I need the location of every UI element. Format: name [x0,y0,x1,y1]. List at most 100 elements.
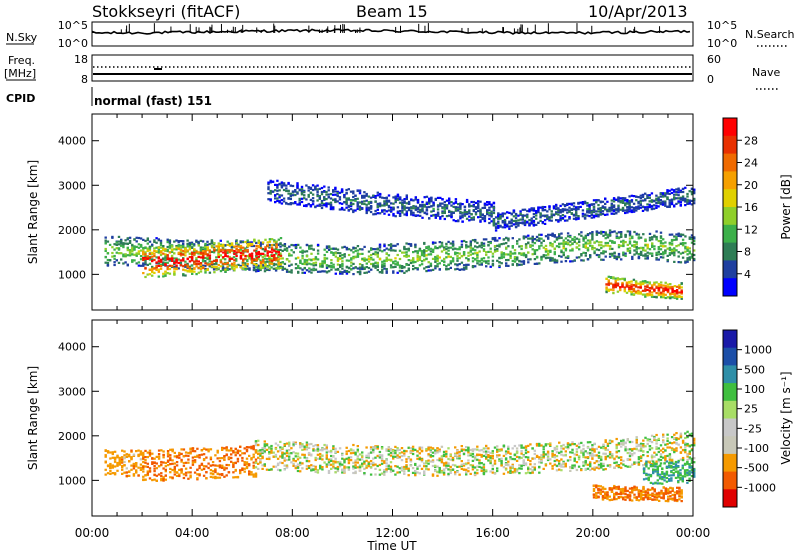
echo-cell [106,252,110,255]
echo-cell [340,188,344,191]
echo-cell [139,237,143,240]
echo-cell [239,254,243,257]
echo-cell [655,230,658,233]
echo-cell [372,265,375,268]
echo-cell [468,203,471,207]
noise-tick-left-bottom: 10^0 [58,37,88,50]
echo-cell [675,295,679,298]
echo-cell [500,255,503,258]
echo-cell [690,236,694,239]
echo-cell [367,257,371,261]
echo-cell [171,258,174,261]
echo-cell [628,249,632,252]
echo-cell [329,208,333,211]
echo-cell [642,233,645,236]
echo-cell [133,253,136,256]
echo-cell [398,249,402,252]
echo-cell [521,214,524,218]
echo-cell [392,214,395,217]
echo-cell [365,211,368,215]
echo-cell [170,254,174,257]
echo-cell [688,247,691,250]
echo-cell [648,196,651,199]
echo-cell [151,457,154,460]
echo-cell [221,266,225,270]
echo-cell [274,455,278,458]
echo-cell [390,206,393,209]
echo-cell [675,249,678,252]
echo-cell [155,250,158,253]
echo-cell [173,451,176,454]
echo-cell [175,471,179,474]
echo-cell [137,454,140,457]
echo-cell [303,250,306,253]
echo-cell [179,249,183,252]
echo-cell [517,214,520,217]
echo-cell [356,254,360,257]
echo-cell [294,189,297,192]
echo-cell [197,260,200,263]
echo-cell [126,242,129,245]
echo-cell [512,211,516,214]
echo-cell [292,443,295,446]
echo-cell [285,454,289,458]
echo-cell [285,449,289,452]
echo-cell [268,250,272,253]
echo-cell [604,206,607,209]
echo-cell [182,273,185,276]
echo-cell [246,255,249,258]
echo-cell [550,219,553,222]
echo-cell [436,205,440,208]
echo-cell [131,260,134,263]
echo-cell [345,191,348,194]
echo-cell [423,196,426,199]
echo-cell [626,202,629,205]
echo-cell [460,240,464,243]
echo-cell [217,267,220,270]
echo-cell [659,236,663,240]
echo-cell [226,243,229,246]
echo-cell [199,251,203,254]
echo-cell [290,243,293,247]
echo-cell [624,254,627,257]
echo-cell [468,212,471,215]
echo-cell [226,255,229,258]
echo-cell [250,447,253,450]
echo-cell [447,268,450,271]
echo-cell [352,257,355,260]
echo-cell [655,238,658,241]
echo-cell [282,197,286,200]
echo-cell [135,252,138,255]
echo-cell [653,290,656,293]
echo-cell [606,210,609,213]
echo-cell [614,281,617,284]
echo-cell [513,252,517,255]
echo-cell [646,292,649,296]
echo-cell [467,259,470,262]
echo-cell [615,211,618,214]
echo-cell [612,204,616,207]
echo-cell [557,211,560,214]
echo-cell [443,260,446,263]
echo-cell [288,252,291,255]
echo-cell [655,281,658,284]
echo-cell [452,202,455,205]
echo-cell [451,248,455,251]
echo-cell [577,217,580,220]
echo-cell [171,259,174,262]
echo-cell [142,272,145,275]
echo-cell [248,470,251,473]
echo-cell [120,244,123,247]
echo-cell [113,243,116,246]
echo-cell [436,265,439,268]
echo-cell [679,235,683,238]
echo-cell [690,256,694,259]
echo-cell [553,234,556,237]
echo-cell [637,255,641,258]
echo-cell [159,251,163,254]
echo-cell [605,287,608,291]
echo-cell [236,460,240,463]
echo-cell [401,209,404,212]
echo-cell [151,243,154,246]
echo-cell [620,235,623,238]
